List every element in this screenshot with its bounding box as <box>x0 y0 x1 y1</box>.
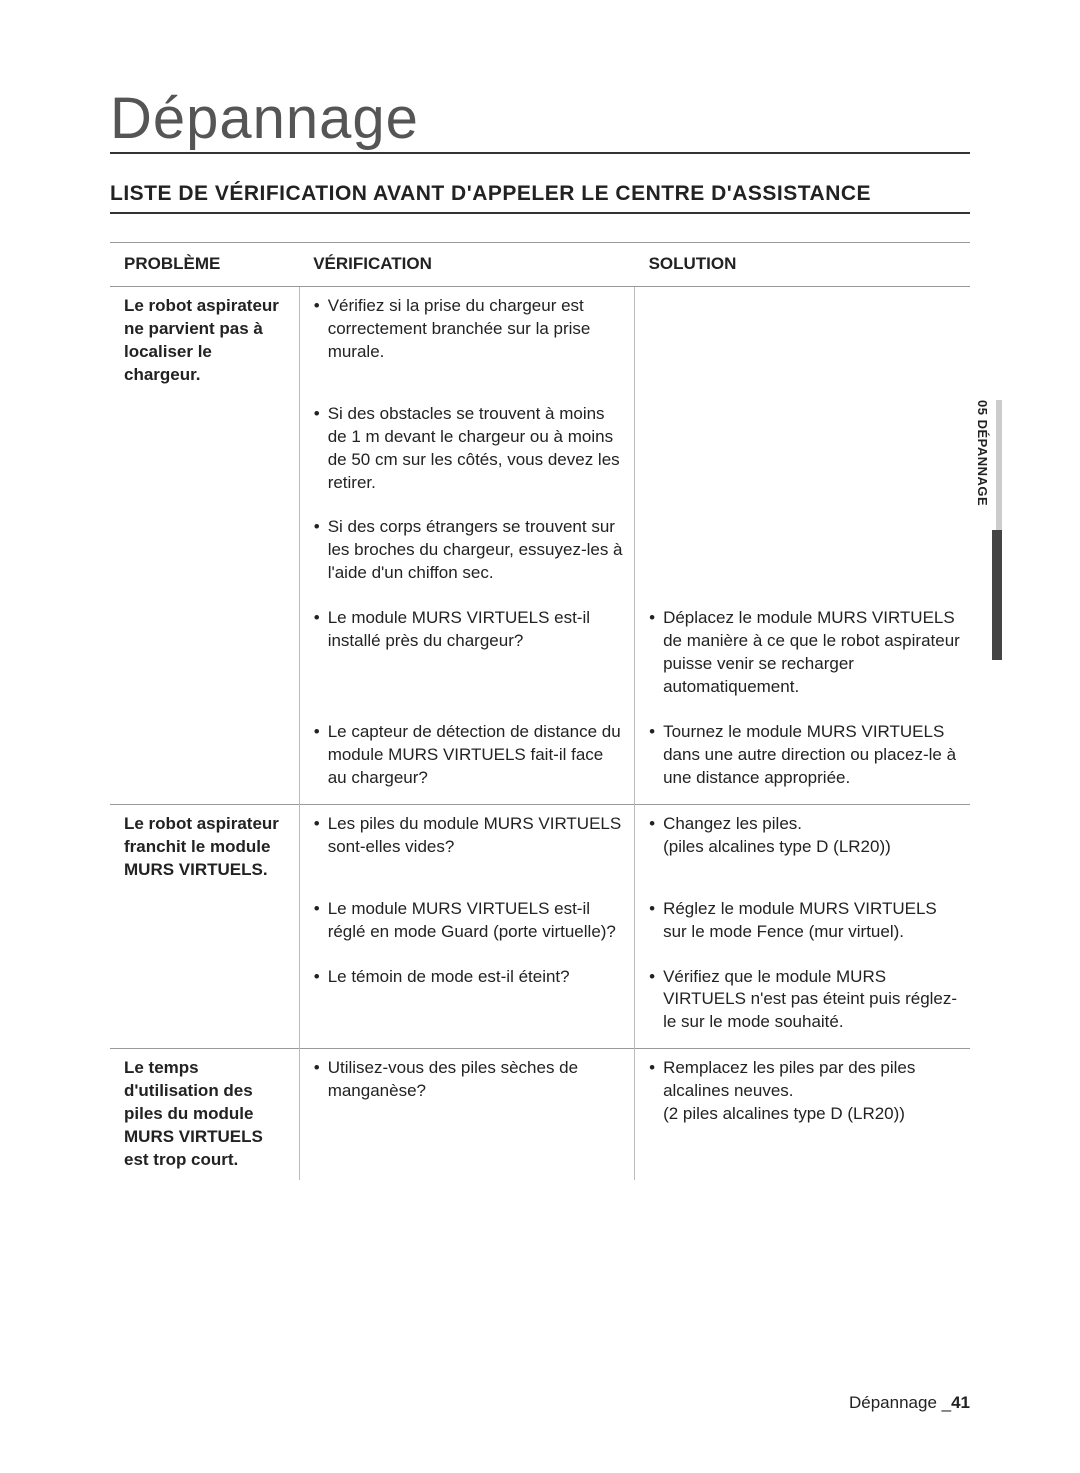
cell-solution <box>635 286 970 394</box>
cell-verification: Le module MURS VIRTUELS est-il installé … <box>299 599 634 713</box>
cell-problem <box>110 599 299 713</box>
verification-item: Le module MURS VIRTUELS est-il installé … <box>314 607 624 653</box>
table-body: Le robot aspirateur ne parvient pas à lo… <box>110 286 970 1180</box>
table-row: Le robot aspirateur franchit le module M… <box>110 804 970 889</box>
cell-verification: Le capteur de détection de distance du m… <box>299 713 634 804</box>
header-solution: SOLUTION <box>635 243 970 287</box>
cell-verification: Si des obstacles se trouvent à moins de … <box>299 395 634 509</box>
solution-item: Vérifiez que le module MURS VIRTUELS n'e… <box>649 966 960 1035</box>
verification-item: Vérifiez si la prise du chargeur est cor… <box>314 295 624 364</box>
cell-problem <box>110 713 299 804</box>
side-tab: 05 DÉPANNAGE <box>978 400 1002 660</box>
verification-item: Si des obstacles se trouvent à moins de … <box>314 403 624 495</box>
table-row: Le module MURS VIRTUELS est-il réglé en … <box>110 890 970 958</box>
cell-problem <box>110 395 299 509</box>
cell-solution: Tournez le module MURS VIRTUELS dans une… <box>635 713 970 804</box>
section-heading: LISTE DE VÉRIFICATION AVANT D'APPELER LE… <box>110 182 970 214</box>
cell-solution: Réglez le module MURS VIRTUELS sur le mo… <box>635 890 970 958</box>
page-title: Dépannage <box>110 90 970 154</box>
verification-item: Le témoin de mode est-il éteint? <box>314 966 624 989</box>
cell-solution <box>635 395 970 509</box>
table-row: Le témoin de mode est-il éteint? Vérifiez… <box>110 958 970 1049</box>
solution-item: Tournez le module MURS VIRTUELS dans une… <box>649 721 960 790</box>
table-row: Le capteur de détection de distance du m… <box>110 713 970 804</box>
table-row: Si des corps étrangers se trouvent sur l… <box>110 508 970 599</box>
verification-item: Si des corps étrangers se trouvent sur l… <box>314 516 624 585</box>
cell-verification: Si des corps étrangers se trouvent sur l… <box>299 508 634 599</box>
cell-verification: Les piles du module MURS VIRTUELS sont-e… <box>299 804 634 889</box>
cell-solution: Déplacez le module MURS VIRTUELS de mani… <box>635 599 970 713</box>
table-row: Le module MURS VIRTUELS est-il installé … <box>110 599 970 713</box>
cell-problem: Le robot aspirateur ne parvient pas à lo… <box>110 286 299 394</box>
cell-verification: Le module MURS VIRTUELS est-il réglé en … <box>299 890 634 958</box>
verification-item: Utilisez-vous des piles sèches de mangan… <box>314 1057 624 1103</box>
verification-item: Les piles du module MURS VIRTUELS sont-e… <box>314 813 624 859</box>
table-row: Le robot aspirateur ne parvient pas à lo… <box>110 286 970 394</box>
header-problem: PROBLÈME <box>110 243 299 287</box>
verification-item: Le module MURS VIRTUELS est-il réglé en … <box>314 898 624 944</box>
solution-item: Remplacez les piles par des piles alcali… <box>649 1057 960 1126</box>
table-header-row: PROBLÈME VÉRIFICATION SOLUTION <box>110 243 970 287</box>
table-row: Le temps d'utilisation des piles du modu… <box>110 1049 970 1180</box>
cell-verification: Le témoin de mode est-il éteint? <box>299 958 634 1049</box>
cell-problem: Le temps d'utilisation des piles du modu… <box>110 1049 299 1180</box>
side-tab-label: 05 DÉPANNAGE <box>975 400 990 506</box>
footer-page-number: 41 <box>951 1393 970 1412</box>
verification-item: Le capteur de détection de distance du m… <box>314 721 624 790</box>
page: Dépannage LISTE DE VÉRIFICATION AVANT D'… <box>0 0 1080 1473</box>
table-row: Si des obstacles se trouvent à moins de … <box>110 395 970 509</box>
cell-problem <box>110 508 299 599</box>
cell-verification: Utilisez-vous des piles sèches de mangan… <box>299 1049 634 1180</box>
cell-solution: Changez les piles.(piles alcalines type … <box>635 804 970 889</box>
page-footer: Dépannage _41 <box>849 1393 970 1413</box>
footer-label: Dépannage _ <box>849 1393 951 1412</box>
side-tab-bar-dark <box>992 530 1002 660</box>
cell-solution: Remplacez les piles par des piles alcali… <box>635 1049 970 1180</box>
cell-problem <box>110 958 299 1049</box>
cell-solution: Vérifiez que le module MURS VIRTUELS n'e… <box>635 958 970 1049</box>
cell-problem: Le robot aspirateur franchit le module M… <box>110 804 299 889</box>
solution-item: Réglez le module MURS VIRTUELS sur le mo… <box>649 898 960 944</box>
cell-problem <box>110 890 299 958</box>
troubleshooting-table: PROBLÈME VÉRIFICATION SOLUTION Le robot … <box>110 242 970 1180</box>
cell-verification: Vérifiez si la prise du chargeur est cor… <box>299 286 634 394</box>
solution-item: Changez les piles.(piles alcalines type … <box>649 813 960 859</box>
solution-item: Déplacez le module MURS VIRTUELS de mani… <box>649 607 960 699</box>
header-verification: VÉRIFICATION <box>299 243 634 287</box>
cell-solution <box>635 508 970 599</box>
